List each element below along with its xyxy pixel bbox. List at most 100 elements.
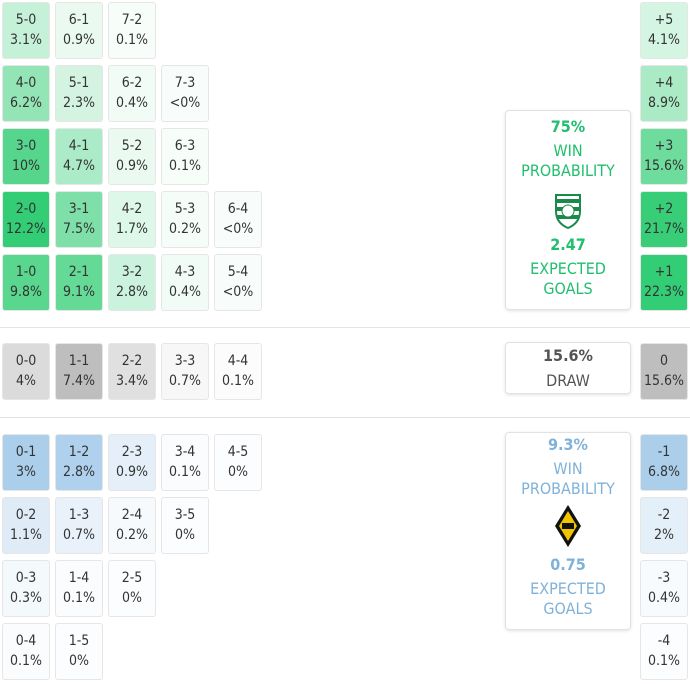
score: 6-1 (68, 12, 90, 28)
probability: 3% (16, 464, 36, 480)
probability: 9.8% (10, 284, 42, 300)
probability: 0.7% (63, 527, 95, 543)
score-cell: 3-5 0% (161, 497, 209, 554)
probability: <0% (222, 284, 254, 300)
score-cell: 0-0 4% (2, 343, 50, 400)
probability: <0% (169, 95, 201, 111)
score: 5-4 (227, 264, 249, 280)
probability: 7.5% (63, 221, 95, 237)
score-cell: 5-2 0.9% (108, 128, 156, 185)
probability: 3.1% (10, 32, 42, 48)
score: +2 (654, 201, 674, 217)
score-cell: 1-1 7.4% (55, 343, 103, 400)
probability: 0.1% (116, 32, 148, 48)
score-cell: 5-3 0.2% (161, 191, 209, 248)
win-label: WIN PROBABILITY (521, 141, 615, 180)
score: 1-0 (15, 264, 37, 280)
probability: 0.4% (648, 590, 680, 606)
score: 2-0 (15, 201, 37, 217)
probability: 15.6% (643, 158, 684, 174)
score-cell: 1-5 0% (55, 623, 103, 680)
score: 1-3 (68, 507, 90, 523)
score: 2-3 (121, 444, 143, 460)
draw-summary: 15.6% DRAW (505, 342, 631, 394)
score: 1-1 (68, 353, 90, 369)
score-cell: 2-4 0.2% (108, 497, 156, 554)
margin-cell: -3 0.4% (640, 560, 688, 617)
probability: 2.8% (116, 284, 148, 300)
score-cell: 0-2 1.1% (2, 497, 50, 554)
score-cell: 1-2 2.8% (55, 434, 103, 491)
probability: 0.1% (169, 158, 201, 174)
score: 7-2 (121, 12, 143, 28)
probability: 0% (228, 464, 248, 480)
score: 2-5 (121, 570, 143, 586)
score: 3-5 (174, 507, 196, 523)
score: 2-2 (121, 353, 143, 369)
draw-prob: 15.6% (543, 346, 593, 365)
xg-label: EXPECTED GOALS (530, 579, 606, 618)
score: 6-3 (174, 138, 196, 154)
probability: 0.1% (63, 590, 95, 606)
score: +4 (654, 75, 674, 91)
margin-cell: -4 0.1% (640, 623, 688, 680)
score-cell: 2-2 3.4% (108, 343, 156, 400)
score: 0-2 (15, 507, 37, 523)
probability: 0.2% (169, 221, 201, 237)
probability: 4.7% (63, 158, 95, 174)
score: 3-0 (15, 138, 37, 154)
probability: 0.9% (116, 158, 148, 174)
score: 4-3 (174, 264, 196, 280)
score: 2-4 (121, 507, 143, 523)
probability: 8.9% (648, 95, 680, 111)
score: 6-4 (227, 201, 249, 217)
probability: 21.7% (643, 221, 684, 237)
score-cell: 2-3 0.9% (108, 434, 156, 491)
margin-cell: +5 4.1% (640, 2, 688, 59)
draw-label: DRAW (546, 371, 590, 390)
score: 0-3 (15, 570, 37, 586)
probability: 4% (16, 373, 36, 389)
margin-cell: -2 2% (640, 497, 688, 554)
margin-cell: +4 8.9% (640, 65, 688, 122)
score-cell: 5-0 3.1% (2, 2, 50, 59)
score: 3-3 (174, 353, 196, 369)
xg-label: EXPECTED GOALS (530, 259, 606, 298)
score: 4-0 (15, 75, 37, 91)
score-cell: 0-1 3% (2, 434, 50, 491)
score-cell: 2-0 12.2% (2, 191, 50, 248)
probability: 1.7% (116, 221, 148, 237)
score: 4-5 (227, 444, 249, 460)
probability: 6.8% (648, 464, 680, 480)
score-cell: 4-0 6.2% (2, 65, 50, 122)
score: 5-2 (121, 138, 143, 154)
probability: 0.1% (169, 464, 201, 480)
probability: 0.7% (169, 373, 201, 389)
score: 6-2 (121, 75, 143, 91)
probability: 0.9% (63, 32, 95, 48)
score-cell: 2-1 9.1% (55, 254, 103, 311)
score-cell: 3-2 2.8% (108, 254, 156, 311)
probability: 10% (12, 158, 40, 174)
score-cell: 1-4 0.1% (55, 560, 103, 617)
probability: <0% (222, 221, 254, 237)
score: 4-2 (121, 201, 143, 217)
score: 1-5 (68, 633, 90, 649)
score: 4-1 (68, 138, 90, 154)
score: -4 (657, 633, 671, 649)
probability: 2% (654, 527, 674, 543)
margin-cell: +2 21.7% (640, 191, 688, 248)
probability: 0.1% (648, 653, 680, 669)
score: 3-4 (174, 444, 196, 460)
score-cell: 7-3 <0% (161, 65, 209, 122)
away-logo (555, 505, 581, 547)
score-cell: 0-3 0.3% (2, 560, 50, 617)
score: 0-0 (15, 353, 37, 369)
score-cell: 1-0 9.8% (2, 254, 50, 311)
score-cell: 2-5 0% (108, 560, 156, 617)
xg: 0.75 (550, 555, 586, 574)
probability: 7.4% (63, 373, 95, 389)
probability: 0.4% (169, 284, 201, 300)
score-cell: 4-1 4.7% (55, 128, 103, 185)
